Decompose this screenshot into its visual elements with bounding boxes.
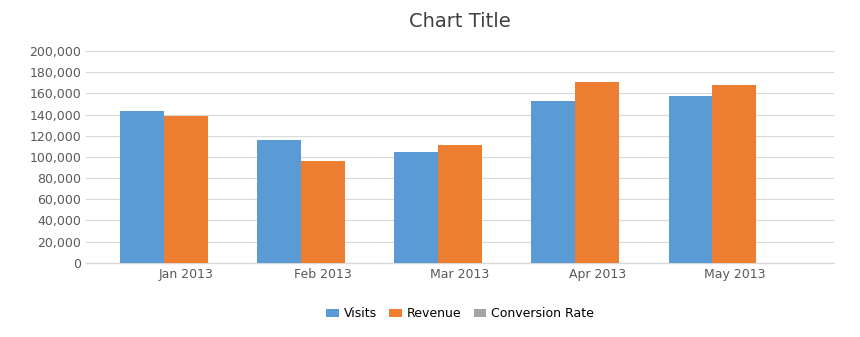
Bar xyxy=(164,116,208,263)
Bar xyxy=(301,161,345,263)
Bar xyxy=(120,112,164,263)
Title: Chart Title: Chart Title xyxy=(409,11,511,31)
Bar xyxy=(575,82,619,263)
Bar xyxy=(668,95,712,263)
Bar xyxy=(712,85,756,263)
Legend: Visits, Revenue, Conversion Rate: Visits, Revenue, Conversion Rate xyxy=(321,303,599,326)
Bar xyxy=(394,152,438,263)
Bar xyxy=(531,101,575,263)
Bar xyxy=(257,140,301,263)
Bar xyxy=(438,145,482,263)
